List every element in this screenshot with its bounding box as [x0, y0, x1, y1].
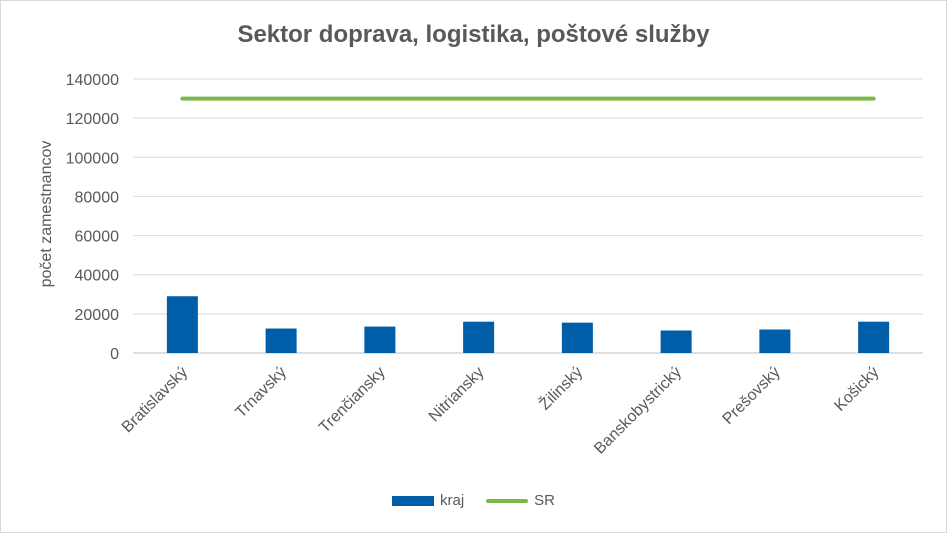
bar-kraj: [364, 326, 396, 353]
y-tick-label: 140000: [66, 72, 119, 89]
legend-swatch-kraj: [391, 495, 434, 506]
bar-kraj: [759, 329, 791, 353]
y-tick-label: 40000: [75, 268, 120, 285]
y-tick-label: 120000: [66, 111, 119, 128]
y-tick-label: 20000: [75, 307, 120, 324]
x-tick-label: Nitriansky: [426, 364, 488, 426]
bar-kraj: [166, 296, 198, 353]
x-tick-label: Bratislavský: [119, 364, 191, 436]
bar-kraj: [660, 330, 692, 353]
x-tick-label: Košický: [831, 364, 882, 415]
bar-kraj: [463, 321, 495, 353]
y-tick-label: 60000: [75, 229, 120, 246]
bar-kraj: [858, 321, 890, 353]
legend-item-sr: SR: [486, 492, 555, 509]
legend-item-kraj: kraj: [391, 492, 465, 509]
y-tick-label: 80000: [75, 189, 120, 206]
y-tick-label: 0: [110, 346, 119, 363]
x-tick-label: Trnavský: [232, 364, 289, 421]
legend-label-sr: SR: [534, 492, 555, 509]
y-tick-label: 100000: [66, 150, 119, 167]
chart-title: Sektor doprava, logistika, poštové služb…: [237, 21, 710, 48]
y-axis-title: počet zamestnancov: [38, 141, 55, 288]
bar-kraj: [561, 322, 593, 353]
x-tick-label: Prešovský: [720, 364, 784, 428]
bar-kraj: [265, 328, 297, 353]
x-tick-label: Trenčiansky: [316, 364, 389, 437]
legend-swatch-sr: [486, 498, 529, 503]
legend-label-kraj: kraj: [439, 492, 465, 509]
x-tick-label: Banskobystrický: [591, 364, 685, 458]
x-tick-label: Žilinský: [535, 362, 586, 413]
legend: kraj SR: [1, 492, 946, 509]
